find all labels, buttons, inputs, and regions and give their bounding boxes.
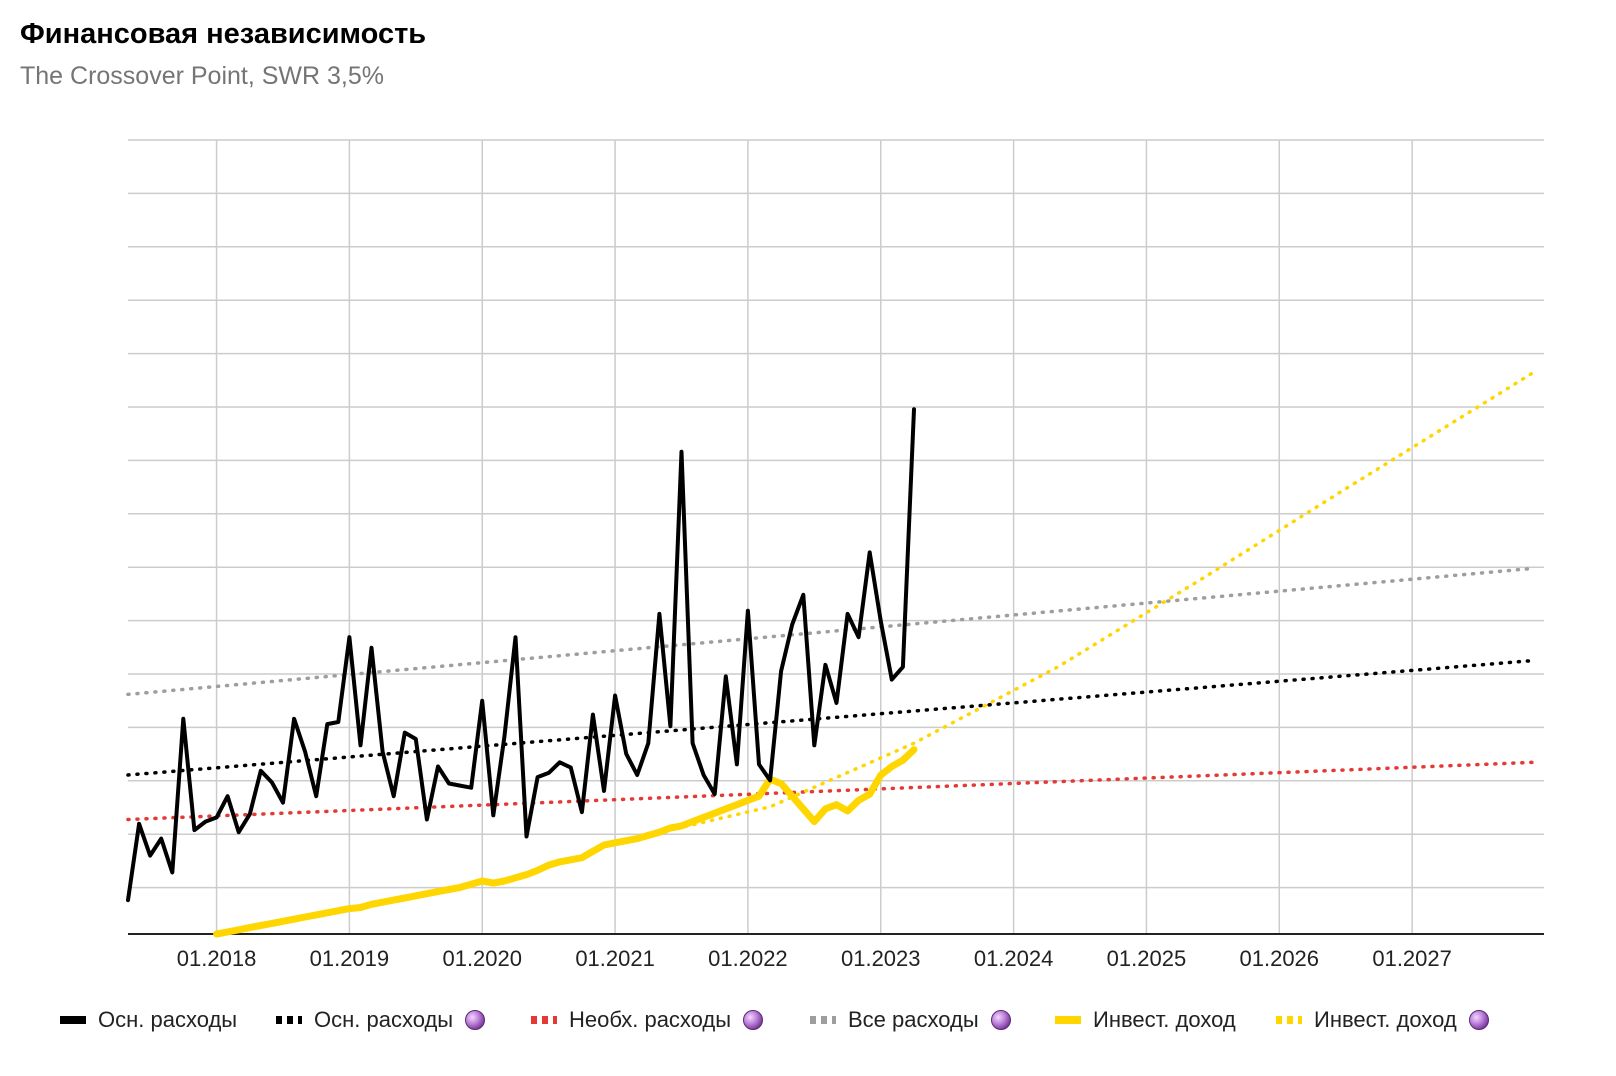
x-tick-label: 01.2019 [310,946,390,971]
x-tick-label: 01.2025 [1107,946,1187,971]
x-tick-label: 01.2020 [442,946,522,971]
legend-item-necessary-expenses-forecast[interactable]: Необх. расходы [531,1000,764,1040]
legend-label: Осн. расходы [314,1007,454,1032]
legend-item-all-expenses-forecast[interactable]: Все расходы [810,1000,1011,1040]
legend-swatch-dotted-gray [810,1016,836,1024]
legend-label: Инвест. доход [1093,1007,1236,1032]
x-tick-label: 01.2026 [1240,946,1320,971]
legend-label: Осн. расходы [98,1007,238,1032]
x-tick-label: 01.2021 [575,946,655,971]
x-tick-label: 01.2024 [974,946,1054,971]
crystal-ball-icon [1468,1010,1489,1030]
x-tick-label: 01.2022 [708,946,788,971]
series-line-1 [126,658,1536,777]
legend-item-invest-income-forecast[interactable]: Инвест. доход [1276,1000,1489,1040]
legend-label: Инвест. доход [1314,1007,1457,1032]
chart-title: Финансовая независимость [20,18,427,50]
legend-swatch-dotted-black [276,1016,302,1024]
legend-item-main-expenses[interactable]: Осн. расходы [60,1000,237,1040]
series-line-3 [126,566,1536,697]
series-line-0 [126,407,916,903]
series-line-5 [613,370,1536,845]
legend-swatch-dotted-yellow [1276,1016,1302,1024]
legend-item-main-expenses-forecast[interactable]: Осн. расходы [276,1000,486,1040]
x-tick-label: 01.2018 [177,946,257,971]
x-tick-label: 01.2027 [1372,946,1452,971]
chart-subtitle: The Crossover Point, SWR 3,5% [20,62,385,90]
legend-swatch-dotted-red [531,1016,557,1024]
x-tick-label: 01.2023 [841,946,921,971]
legend-label: Все расходы [848,1007,979,1032]
chart-legend: Осн. расходы Осн. расходы Необх. расходы… [0,1000,1616,1040]
series-line-4 [213,746,918,938]
crystal-ball-icon [990,1010,1011,1030]
crystal-ball-icon [465,1010,486,1030]
series-line-2 [126,760,1536,822]
legend-swatch-solid-black [60,1016,86,1024]
legend-label: Необх. расходы [569,1007,732,1032]
legend-item-invest-income[interactable]: Инвест. доход [1055,1000,1236,1040]
crystal-ball-icon [743,1010,764,1030]
legend-swatch-solid-yellow [1055,1016,1081,1024]
